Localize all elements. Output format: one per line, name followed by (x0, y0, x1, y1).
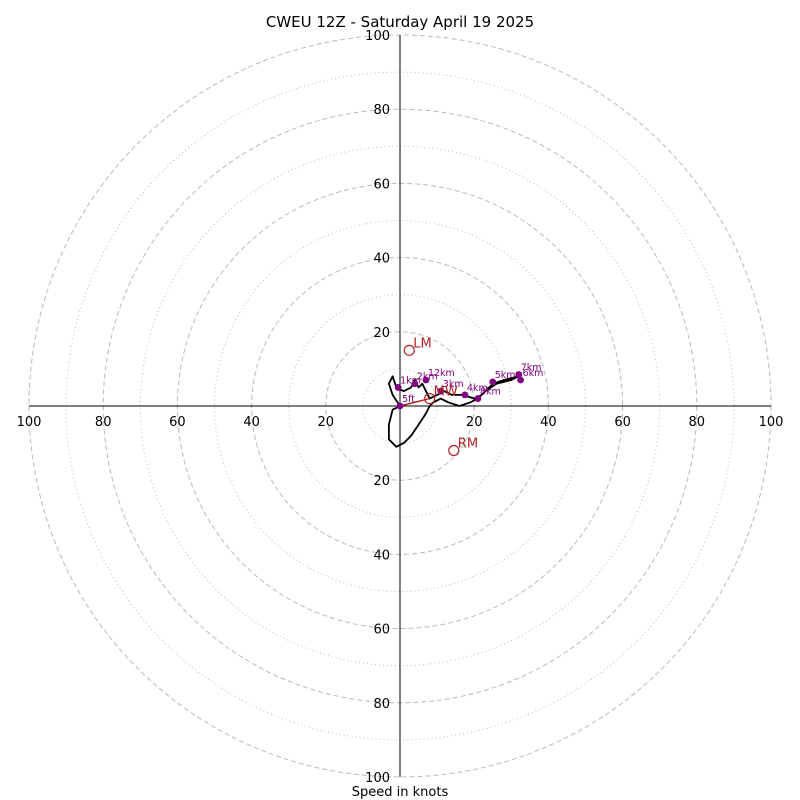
height-marker-point (517, 376, 524, 384)
y-tick-label: 40 (373, 252, 390, 267)
y-tick-label: 100 (365, 771, 390, 786)
x-tick-label: 100 (17, 415, 42, 430)
x-axis-label: Speed in knots (352, 785, 449, 800)
storm-motion-label: LM (413, 336, 431, 351)
height-marker-label: 5km (495, 370, 516, 381)
height-marker-label: 12km (428, 368, 455, 379)
height-marker-point (396, 402, 404, 410)
y-tick-label: 40 (373, 548, 390, 563)
storm-motion-label: MW (434, 385, 458, 400)
height-marker-label: 5ft (402, 394, 415, 405)
x-tick-label: 40 (540, 415, 557, 430)
storm-motion-point (424, 392, 436, 405)
height-marker-point (437, 387, 445, 395)
tick-labels: 100 80 60 40 20 20 40 60 80 100 100 80 60 40 20 20 40 60 8… (17, 29, 784, 786)
height-marker-label: 3km (443, 379, 464, 390)
height-marker-label: 1km (400, 375, 421, 386)
y-tick-label: 60 (373, 623, 390, 638)
storm-motion-point (403, 344, 415, 356)
height-marker-point (474, 395, 482, 402)
x-tick-label: 20 (466, 415, 483, 430)
chart-title: CWEU 12Z - Saturday April 19 2025 (266, 13, 534, 31)
height-marker-point (422, 376, 430, 384)
height-marker-point (489, 378, 497, 386)
height-marker-point (394, 384, 402, 391)
y-tick-label: 80 (373, 697, 390, 712)
height-marker-point (515, 371, 523, 378)
height-marker-label: 8km (480, 387, 501, 398)
y-tick-label: 100 (365, 29, 390, 44)
height-marker-label: 7km (521, 362, 542, 373)
y-tick-label: 20 (373, 326, 390, 341)
x-tick-label: 40 (243, 415, 260, 430)
x-tick-label: 60 (614, 415, 631, 430)
x-tick-label: 80 (95, 415, 112, 430)
x-tick-label: 60 (169, 415, 186, 430)
height-marker-point (461, 391, 469, 399)
height-marker-label: 6km (523, 368, 544, 379)
x-tick-label: 80 (689, 415, 706, 430)
storm-motion-markers: LM RM MW (403, 336, 478, 457)
height-marker-label: 4km (467, 383, 488, 394)
storm-motion-label: RM (458, 437, 478, 452)
x-tick-label: 100 (759, 415, 784, 430)
x-tick-label: 20 (318, 415, 335, 430)
y-tick-label: 60 (373, 177, 390, 192)
height-marker-point (411, 380, 419, 388)
y-tick-label: 80 (373, 103, 390, 118)
y-tick-label: 20 (373, 474, 390, 489)
storm-motion-point (448, 444, 460, 457)
height-markers: 5ft1km2km12km3km4km8km5km7km6km (394, 362, 544, 410)
